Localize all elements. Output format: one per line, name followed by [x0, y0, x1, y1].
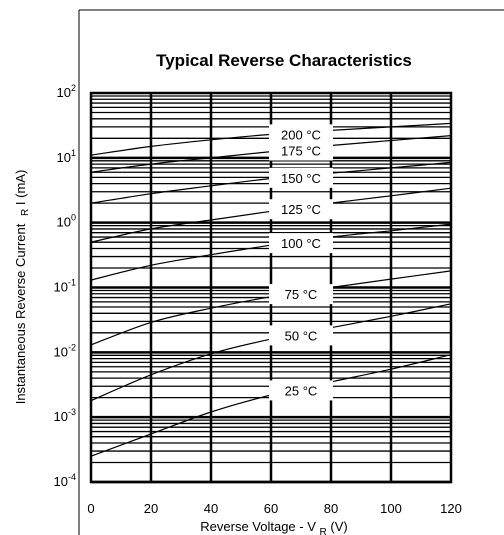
- series-label-bg-2: [269, 284, 333, 305]
- series-label-bg-0: [269, 380, 333, 401]
- series-label-bg-7: [269, 124, 333, 145]
- series-label-2: 75 °C: [285, 287, 318, 302]
- x-tick-label: 100: [380, 501, 402, 516]
- series-label-1: 50 °C: [285, 328, 318, 343]
- x-tick-label: 60: [264, 501, 278, 516]
- y-tick-label: 10-2: [54, 342, 76, 359]
- x-tick-label: 0: [87, 501, 94, 516]
- series-label-bg-1: [269, 325, 333, 346]
- y-tick-label: 100: [57, 213, 76, 230]
- y-tick-label: 101: [57, 148, 76, 165]
- x-axis-label-unit: (V): [330, 519, 347, 534]
- y-tick-label: 10-1: [54, 278, 76, 295]
- series-label-3: 100 °C: [281, 236, 321, 251]
- series-label-bg-3: [269, 233, 333, 254]
- series-label-4: 125 °C: [281, 202, 321, 217]
- series-label-0: 25 °C: [285, 383, 318, 398]
- series-label-bg-4: [269, 199, 333, 220]
- x-tick-label: 120: [440, 501, 462, 516]
- x-tick-label: 80: [324, 501, 338, 516]
- series-label-5: 150 °C: [281, 171, 321, 186]
- y-tick-label: 102: [57, 83, 76, 100]
- y-axis-label-main: Instantaneous Reverse Current: [13, 223, 28, 404]
- x-tick-label: 20: [144, 501, 158, 516]
- series-labels: 25 °C 50 °C 75 °C 100 °C 125 °C 150 °C 175 °C 2…: [269, 124, 333, 401]
- y-tick-label: 10-3: [54, 407, 76, 424]
- x-axis-label-sub: R: [320, 527, 327, 535]
- series-label-bg-6: [269, 140, 333, 161]
- series-label-bg-5: [269, 167, 333, 188]
- plot-area-border: [89, 91, 453, 484]
- x-tick-labels: 0 20 40 60 80 100 120: [87, 501, 461, 516]
- series-label-6: 175 °C: [281, 144, 321, 159]
- series-label-7: 200 °C: [281, 127, 321, 142]
- chart-title: Typical Reverse Characteristics: [156, 51, 412, 70]
- y-axis-label-symbol: I: [13, 202, 28, 206]
- x-axis-label-main: Reverse Voltage - V: [200, 519, 316, 534]
- y-axis-label: Instantaneous Reverse Current R I (mA): [13, 170, 31, 405]
- x-tick-label: 40: [204, 501, 218, 516]
- y-axis-label-sub: R: [20, 209, 31, 216]
- x-axis-label: Reverse Voltage - V R (V): [200, 519, 347, 535]
- y-tick-labels: 102 101 100 10-1 10-2 10-3 10-4: [54, 83, 76, 489]
- y-tick-label: 10-4: [54, 472, 76, 489]
- y-axis-label-unit: (mA): [13, 170, 28, 198]
